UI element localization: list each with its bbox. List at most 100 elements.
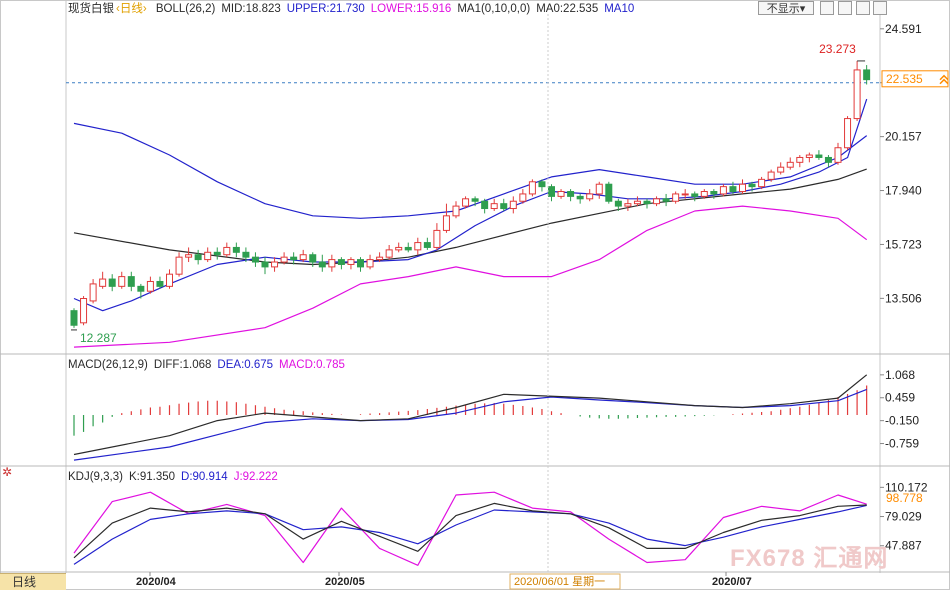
j-line [73,491,867,566]
candle-down [824,156,832,163]
candle-up [223,246,231,256]
expand-button[interactable] [856,1,870,15]
candle-up [624,203,632,207]
current-price-label: 22.535 [886,72,923,86]
restore-button[interactable] [838,1,852,15]
x-axis-label: 2020/05 [325,576,365,588]
price-axis-tick-label: 17.940 [885,184,922,198]
candle-down [261,261,269,268]
scroll-up-icon [939,74,949,85]
candle-down [710,191,718,195]
candle-up [633,200,641,205]
candle-up [452,205,460,217]
candle-up [99,278,107,287]
legend-entry: J:92.222 [233,471,278,483]
candle-up [777,166,785,173]
macd-axis-tick-label: -0.150 [885,414,919,428]
cursor-date-box [509,573,621,590]
candle-down [748,183,756,188]
candle-up [328,259,336,268]
candle-down [567,191,575,197]
candle-down [309,254,317,263]
low-label: 12.287 [80,331,117,345]
close-button[interactable] [873,1,887,15]
legend-entry: MID:18.823 [221,3,281,15]
legend-entry: MACD(26,12,9) [68,359,148,371]
candle-down [614,200,622,207]
candle-up [490,203,498,210]
candle-down [423,242,431,248]
kdj-legend: KDJ(9,3,3) K:91.350 D:90.914 J:92.222 [68,470,284,484]
period-label[interactable]: ‹日线› [116,3,147,15]
macd-axis-tick-label: 0.459 [885,391,915,405]
kdj-current-label: 98.778 [886,491,923,505]
hide-label: 不显示 [766,3,800,15]
candle-up [271,261,279,268]
candle-down [232,246,240,253]
boll-lower-line [73,205,868,348]
candle-up [366,259,374,268]
legend-entry: DIFF:1.068 [153,359,212,371]
candle-down [863,69,871,81]
candle-up [166,273,173,287]
hide-indicator-dropdown[interactable]: 不显示▾ [758,1,814,15]
candle-down [337,259,345,265]
candle-up [395,246,403,251]
candle-down [729,186,737,193]
legend-entry: MACD:0.785 [279,359,345,371]
candle-down [251,256,259,263]
legend-entry: UPPER:21.730 [286,3,365,15]
d-line [73,504,867,565]
candle-down [815,154,823,158]
candle-up [146,280,154,292]
candle-up [509,200,517,210]
legend-entry: DEA:0.675 [217,359,274,371]
candle-up [844,118,852,149]
candle-down [605,183,613,202]
macd-axis-tick-label: -0.759 [885,437,919,451]
dea-line [73,388,867,461]
candle-up [796,156,804,163]
candle-up [299,254,307,261]
chart-title: 现货白银 [68,3,114,15]
price-axis-tick-label: 20.157 [885,130,922,144]
candle-up [739,183,746,193]
candle-down [500,203,508,210]
legend-entry: MA0:22.535 [536,3,599,15]
candle-up [528,181,536,195]
legend-entry: MA10 [604,3,635,15]
candle-up [433,229,441,248]
gear-icon[interactable]: ✲ [2,465,13,479]
price-axis-tick-label: 24.591 [885,22,922,36]
candle-up [672,193,680,202]
candle-down [213,251,221,256]
candle-up [118,276,126,287]
candle-down [471,198,479,202]
candle-up [767,171,775,180]
legend-entry: BOLL(26,2) [155,3,216,15]
candle-up [681,193,689,196]
kdj-axis-tick-label: 110.172 [885,480,928,494]
candle-down [404,246,412,251]
candle-up [462,198,470,207]
macd-axis-tick-label: 1.068 [885,368,915,382]
candle-down [127,276,135,287]
candle-down [662,198,670,202]
candle-up [719,186,727,195]
config-button[interactable] [820,1,834,15]
candle-down [137,285,145,292]
candle-down [194,254,202,261]
kdj-axis-tick-label: 79.029 [885,510,922,524]
candle-down [108,278,116,287]
period-tab[interactable]: 日线 [0,573,66,590]
legend-entry: KDJ(9,3,3) [68,471,123,483]
candle-down [538,181,546,188]
legend-entry: LOWER:15.916 [370,3,452,15]
price-axis-tick-label: 15.723 [885,237,922,251]
x-axis-label: 2020/04 [136,576,177,588]
candle-up [586,193,594,200]
candle-up [700,191,708,197]
candle-down [70,310,78,326]
kdj-axis-tick-label: 47.887 [885,539,922,553]
